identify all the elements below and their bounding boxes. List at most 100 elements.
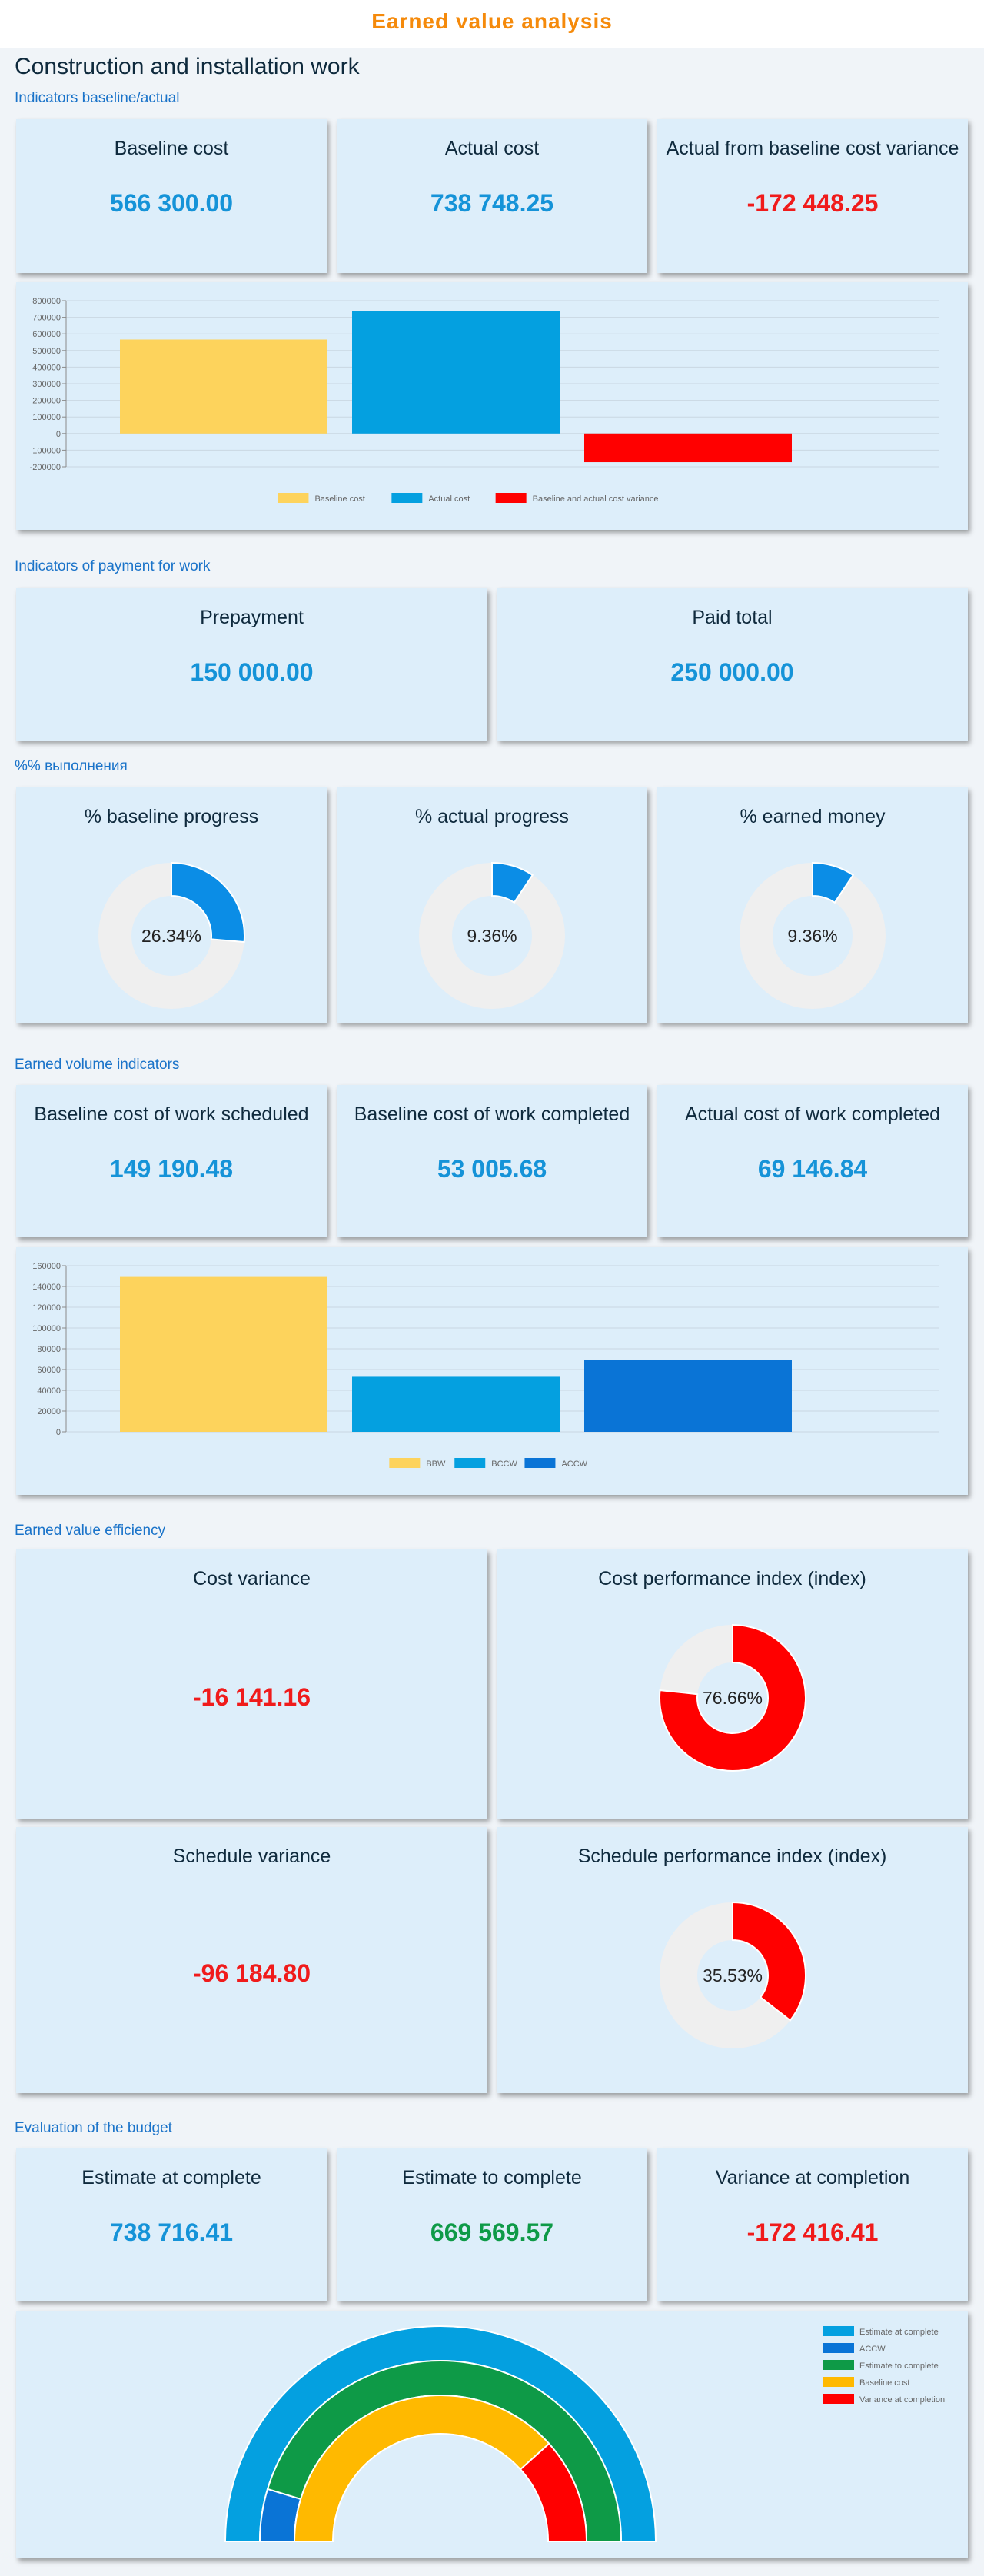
donut-center-label: 26.34% (141, 926, 201, 946)
chart-card-budget: Estimate at complete ACCW Estimate to comp… (16, 2311, 968, 2558)
bar (120, 339, 327, 434)
bar (584, 433, 792, 463)
legend-swatch (524, 1458, 556, 1468)
semi-donut-segment (293, 2395, 550, 2542)
card-title: Estimate to complete (402, 2167, 582, 2188)
card-schedule-variance: Schedule variance -96 184.80 (16, 1827, 487, 2093)
legend-swatch (823, 2326, 854, 2336)
section-title-progress: %% выполнения (15, 758, 128, 774)
legend-label: ACCW (859, 2345, 886, 2354)
chart-card-baseline-actual: 800000 700000 600000 500000 400000 300000 2000… (16, 282, 968, 530)
bar (584, 1360, 792, 1432)
header-bar (0, 0, 984, 48)
card-value: -172 416.41 (746, 2218, 879, 2246)
section-title-earned-volume: Earned volume indicators (15, 1057, 180, 1073)
y-tick-label: 120000 (32, 1303, 61, 1313)
card-earned-money: % earned money 9.36% (657, 787, 968, 1023)
card-value: -16 141.16 (192, 1683, 311, 1711)
y-tick-label: 300000 (32, 380, 61, 389)
card-value: 566 300.00 (109, 189, 234, 217)
card-title: Baseline cost of work scheduled (34, 1103, 309, 1125)
app-title: Earned value analysis (371, 9, 613, 33)
bar-chart-baseline-actual: 800000 700000 600000 500000 400000 300000 2000… (30, 297, 939, 504)
card-title: Prepayment (200, 607, 304, 628)
legend-label: ACCW (561, 1459, 587, 1469)
y-tick-label: -100000 (30, 446, 61, 455)
donut-value-arc (171, 861, 245, 944)
card-value: 250 000.00 (670, 658, 794, 686)
card-variance-at-completion: Variance at completion -172 416.41 (657, 2148, 968, 2301)
page-title: Construction and installation work (15, 54, 360, 79)
card-prepayment: Prepayment 150 000.00 (16, 588, 487, 741)
card-title: Cost performance index (index) (598, 1568, 866, 1589)
card-value: -172 448.25 (746, 189, 879, 217)
card-bcws: Baseline cost of work scheduled 149 190.… (16, 1085, 327, 1237)
legend-label: Baseline and actual cost variance (533, 494, 659, 504)
y-tick-label: 800000 (32, 297, 61, 306)
legend-swatch (278, 493, 309, 503)
donut-chart-spi: 35.53% (660, 1901, 806, 2048)
y-tick-label: 100000 (32, 1324, 61, 1333)
donut-value-arc (732, 1901, 806, 2022)
legend-swatch (823, 2360, 854, 2370)
card-title: Actual cost (444, 138, 540, 159)
card-baseline-progress: % baseline progress 26.34% (16, 787, 327, 1023)
legend-label: BCCW (491, 1459, 517, 1469)
y-tick-label: 80000 (37, 1345, 61, 1354)
legend-swatch (391, 493, 423, 503)
card-cost-variance-baseline-actual: Actual from baseline cost variance -172 … (657, 119, 968, 273)
donut-value-arc (659, 1623, 806, 1772)
card-title: % actual progress (414, 806, 570, 827)
bar (120, 1276, 327, 1432)
legend-swatch (495, 493, 527, 503)
donut-center-label: 9.36% (787, 926, 837, 946)
card-estimate-to-complete: Estimate to complete 669 569.57 (337, 2148, 647, 2301)
card-value: 69 146.84 (757, 1155, 868, 1183)
card-value: 738 748.25 (430, 189, 554, 217)
legend-label: Baseline cost (314, 494, 364, 504)
y-tick-label: 40000 (37, 1386, 61, 1396)
donut-chart-cpi: 76.66% (659, 1623, 806, 1772)
card-acwp: Actual cost of work completed 69 146.84 (657, 1085, 968, 1237)
y-tick-label: 20000 (37, 1407, 61, 1416)
legend-swatch (823, 2343, 854, 2353)
y-tick-label: 400000 (32, 363, 61, 372)
y-tick-label: -200000 (30, 463, 61, 472)
section-title-baseline-actual: Indicators baseline/actual (15, 90, 180, 106)
section-title-budget: Evaluation of the budget (15, 2120, 172, 2136)
card-value: 53 005.68 (437, 1155, 547, 1183)
card-value: -96 184.80 (192, 1959, 311, 1987)
card-spi: Schedule performance index (index) 35.53… (497, 1827, 968, 2093)
legend-label: Baseline cost (859, 2378, 909, 2388)
card-value: 669 569.57 (430, 2218, 554, 2246)
legend-label: Estimate to complete (859, 2361, 939, 2371)
card-value: 150 000.00 (190, 658, 314, 686)
y-tick-label: 500000 (32, 347, 61, 356)
card-value: 738 716.41 (109, 2218, 234, 2246)
donut-chart-earned-money: 9.36% (740, 861, 886, 1009)
card-title: % earned money (740, 806, 886, 827)
card-bcwp: Baseline cost of work completed 53 005.6… (337, 1085, 647, 1237)
donut-chart-baseline-progress: 26.34% (98, 861, 245, 1009)
card-cost-variance: Cost variance -16 141.16 (16, 1549, 487, 1819)
card-title: Actual from baseline cost variance (666, 138, 959, 159)
y-tick-label: 600000 (32, 330, 61, 339)
card-actual-cost: Actual cost 738 748.25 (337, 119, 647, 273)
semi-donut-chart-budget: Estimate at complete ACCW Estimate to comp… (224, 2325, 945, 2542)
card-estimate-at-complete: Estimate at complete 738 716.41 (16, 2148, 327, 2301)
card-title: Baseline cost of work completed (354, 1103, 630, 1125)
y-tick-label: 160000 (32, 1262, 61, 1271)
card-actual-progress: % actual progress 9.36% (337, 787, 647, 1023)
card-title: Actual cost of work completed (684, 1103, 941, 1125)
legend-label: Actual cost (428, 494, 470, 504)
y-tick-label: 0 (56, 430, 61, 439)
y-tick-label: 100000 (32, 413, 61, 422)
legend-swatch (389, 1458, 421, 1468)
card-title: Cost variance (193, 1568, 311, 1589)
semi-donut-segment (519, 2442, 588, 2542)
card-paid-total: Paid total 250 000.00 (497, 588, 968, 741)
y-tick-label: 60000 (37, 1366, 61, 1375)
y-tick-label: 0 (56, 1428, 61, 1437)
card-title: % baseline progress (84, 806, 259, 827)
legend-label: BBW (426, 1459, 446, 1469)
